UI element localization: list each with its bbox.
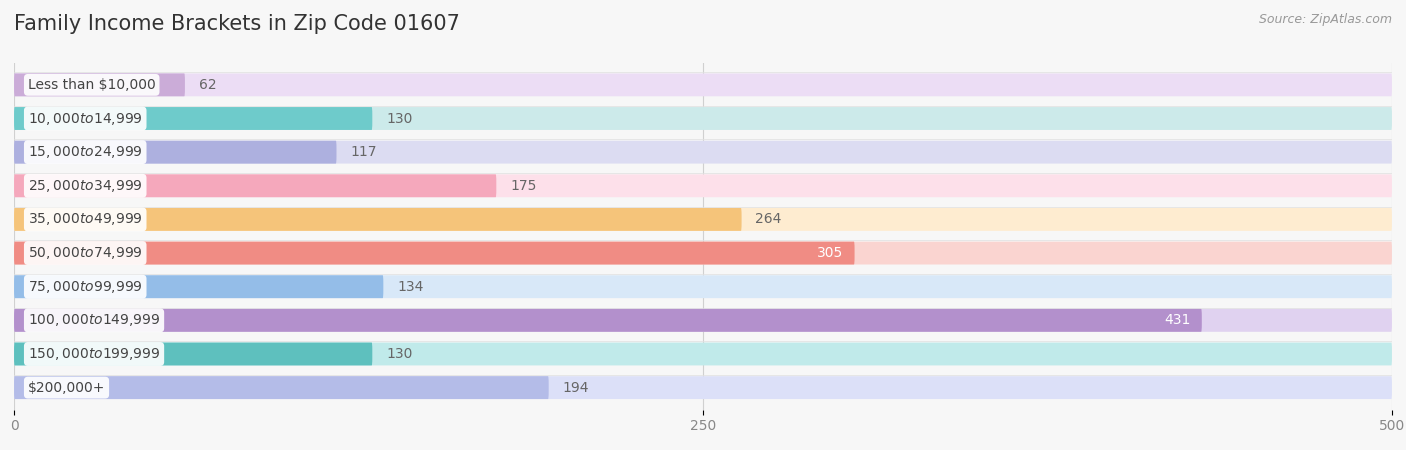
- FancyBboxPatch shape: [14, 174, 496, 197]
- Text: 175: 175: [510, 179, 537, 193]
- FancyBboxPatch shape: [14, 309, 1202, 332]
- Text: 62: 62: [198, 78, 217, 92]
- Text: $200,000+: $200,000+: [28, 381, 105, 395]
- Text: 431: 431: [1164, 313, 1191, 327]
- Text: $10,000 to $14,999: $10,000 to $14,999: [28, 111, 142, 126]
- FancyBboxPatch shape: [14, 275, 384, 298]
- FancyBboxPatch shape: [14, 107, 373, 130]
- FancyBboxPatch shape: [14, 342, 373, 365]
- FancyBboxPatch shape: [14, 174, 1392, 197]
- Text: 194: 194: [562, 381, 589, 395]
- FancyBboxPatch shape: [14, 376, 1392, 399]
- Text: Source: ZipAtlas.com: Source: ZipAtlas.com: [1258, 14, 1392, 27]
- Text: Family Income Brackets in Zip Code 01607: Family Income Brackets in Zip Code 01607: [14, 14, 460, 33]
- FancyBboxPatch shape: [14, 342, 1392, 365]
- Text: $15,000 to $24,999: $15,000 to $24,999: [28, 144, 142, 160]
- FancyBboxPatch shape: [14, 208, 741, 231]
- FancyBboxPatch shape: [14, 275, 1392, 298]
- FancyBboxPatch shape: [14, 141, 336, 164]
- FancyBboxPatch shape: [14, 376, 548, 399]
- Text: $75,000 to $99,999: $75,000 to $99,999: [28, 279, 142, 295]
- FancyBboxPatch shape: [14, 141, 1392, 164]
- FancyBboxPatch shape: [14, 242, 1392, 265]
- Text: 134: 134: [396, 280, 423, 294]
- FancyBboxPatch shape: [14, 73, 186, 96]
- FancyBboxPatch shape: [14, 107, 1392, 130]
- Text: Less than $10,000: Less than $10,000: [28, 78, 156, 92]
- FancyBboxPatch shape: [14, 242, 855, 265]
- Text: $35,000 to $49,999: $35,000 to $49,999: [28, 212, 142, 227]
- Text: 264: 264: [755, 212, 782, 226]
- Text: 305: 305: [817, 246, 844, 260]
- Text: $25,000 to $34,999: $25,000 to $34,999: [28, 178, 142, 194]
- FancyBboxPatch shape: [14, 309, 1392, 332]
- Text: 130: 130: [387, 112, 412, 126]
- Text: 117: 117: [350, 145, 377, 159]
- Text: $150,000 to $199,999: $150,000 to $199,999: [28, 346, 160, 362]
- FancyBboxPatch shape: [14, 73, 1392, 96]
- Text: $50,000 to $74,999: $50,000 to $74,999: [28, 245, 142, 261]
- FancyBboxPatch shape: [14, 208, 1392, 231]
- Text: 130: 130: [387, 347, 412, 361]
- Text: $100,000 to $149,999: $100,000 to $149,999: [28, 312, 160, 328]
